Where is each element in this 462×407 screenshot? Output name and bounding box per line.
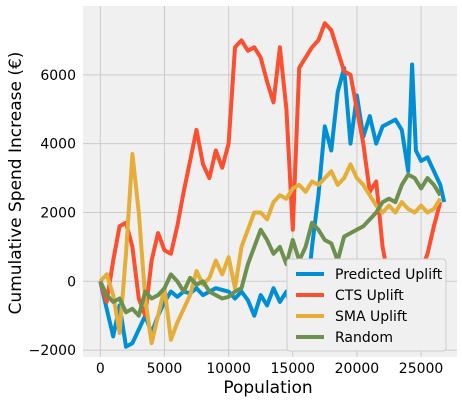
x-tick-label: 5000 [147,361,183,377]
x-axis-label: Population [223,378,312,398]
x-tick-label: 20000 [335,361,380,377]
x-tick-label: 15000 [271,361,316,377]
series-line-cts-uplift [98,21,443,318]
series-lines [98,21,447,349]
y-tick-label: −2000 [29,343,76,359]
x-tick-label: 0 [96,361,105,377]
tick-labels: 0 5000 10000 15000 20000 25000 −2000 0 2000 4000 6… [29,68,444,377]
legend-box [286,258,447,352]
legend-label-cts-uplift: CTS Uplift [335,288,404,304]
series-line-random [98,172,443,318]
legend-label-random: Random [335,330,393,346]
x-tick-label: 25000 [399,361,444,377]
legend-label-sma-uplift: SMA Uplift [335,309,408,325]
legend: Predicted Uplift CTS Uplift SMA Uplift Rand… [286,258,447,352]
y-tick-label: 2000 [40,205,76,221]
y-axis-label: Cumulative Spend Increase (€) [6,52,26,315]
y-tick-label: 0 [67,274,76,290]
x-tick-label: 10000 [206,361,251,377]
series-line-sma-uplift [98,152,442,346]
legend-label-predicted-uplift: Predicted Uplift [335,267,443,283]
y-tick-label: 6000 [40,68,76,84]
y-tick-label: 4000 [40,137,76,153]
